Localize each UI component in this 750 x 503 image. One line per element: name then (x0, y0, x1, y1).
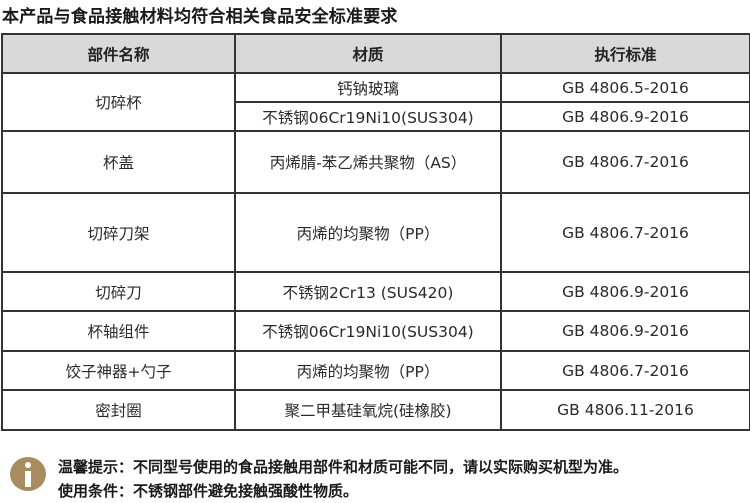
table-row: 不锈钢06Cr19Ni10(SUS304) GB 4806.9-2016 (2, 101, 750, 132)
material-cell: 不锈钢06Cr19Ni10(SUS304) (234, 310, 502, 352)
condition-text: 使用条件：不锈钢部件避免接触强酸性物质。 (58, 482, 359, 500)
tip-text: 温馨提示：不同型号使用的食品接触用部件和材质可能不同，请以实际购买机型为准。 (58, 458, 629, 476)
header-material: 材质 (234, 33, 502, 74)
table-row: 饺子神器+勺子 丙烯的均聚物（PP） GB 4806.7-2016 (1, 350, 750, 391)
header-standard: 执行标准 (500, 33, 750, 74)
standard-cell: GB 4806.7-2016 (500, 130, 750, 194)
material-cell: 不锈钢06Cr19Ni10(SUS304) (234, 101, 502, 132)
materials-table: 部件名称 材质 执行标准 切碎杯 钙钠玻璃 GB 4806.5-2016 不锈钢… (1, 33, 750, 431)
part-cell: 杯轴组件 (1, 310, 236, 352)
notes: 温馨提示：不同型号使用的食品接触用部件和材质可能不同，请以实际购买机型为准。 使… (58, 455, 628, 503)
info-icon (10, 457, 46, 491)
table-row: 密封圈 聚二甲基硅氧烷(硅橡胶) GB 4806.11-2016 (1, 389, 750, 431)
header-part: 部件名称 (1, 33, 236, 74)
material-cell: 不锈钢2Cr13 (SUS420) (234, 271, 502, 312)
material-cell: 丙烯腈-苯乙烯共聚物（AS） (234, 130, 502, 194)
part-cell: 切碎刀架 (1, 192, 236, 273)
material-cell: 丙烯的均聚物（PP） (234, 192, 502, 273)
page-title: 本产品与食品接触材料均符合相关食品安全标准要求 (2, 7, 398, 27)
standard-cell: GB 4806.5-2016 (500, 72, 750, 103)
table-header-row: 部件名称 材质 执行标准 (1, 33, 750, 74)
standard-cell: GB 4806.11-2016 (500, 389, 750, 431)
material-cell: 丙烯的均聚物（PP） (234, 350, 502, 391)
part-cell: 杯盖 (1, 130, 236, 194)
part-cell: 密封圈 (1, 389, 236, 431)
part-cell: 饺子神器+勺子 (1, 350, 236, 391)
table-row: 杯轴组件 不锈钢06Cr19Ni10(SUS304) GB 4806.9-201… (1, 310, 750, 352)
table-row: 切碎刀 不锈钢2Cr13 (SUS420) GB 4806.9-2016 (1, 271, 750, 312)
standard-cell: GB 4806.7-2016 (500, 192, 750, 273)
standard-cell: GB 4806.7-2016 (500, 350, 750, 391)
standard-cell: GB 4806.9-2016 (500, 271, 750, 312)
standard-cell: GB 4806.9-2016 (500, 310, 750, 352)
table-row: 切碎杯 钙钠玻璃 GB 4806.5-2016 (1, 72, 750, 132)
material-cell: 钙钠玻璃 (234, 72, 502, 103)
material-cell: 聚二甲基硅氧烷(硅橡胶) (234, 389, 502, 431)
standard-cell: GB 4806.9-2016 (500, 101, 750, 132)
part-cell: 切碎刀 (1, 271, 236, 312)
table-row: 杯盖 丙烯腈-苯乙烯共聚物（AS） GB 4806.7-2016 (1, 130, 750, 194)
table-row: 切碎刀架 丙烯的均聚物（PP） GB 4806.7-2016 (1, 192, 750, 273)
part-cell: 切碎杯 (1, 72, 236, 132)
